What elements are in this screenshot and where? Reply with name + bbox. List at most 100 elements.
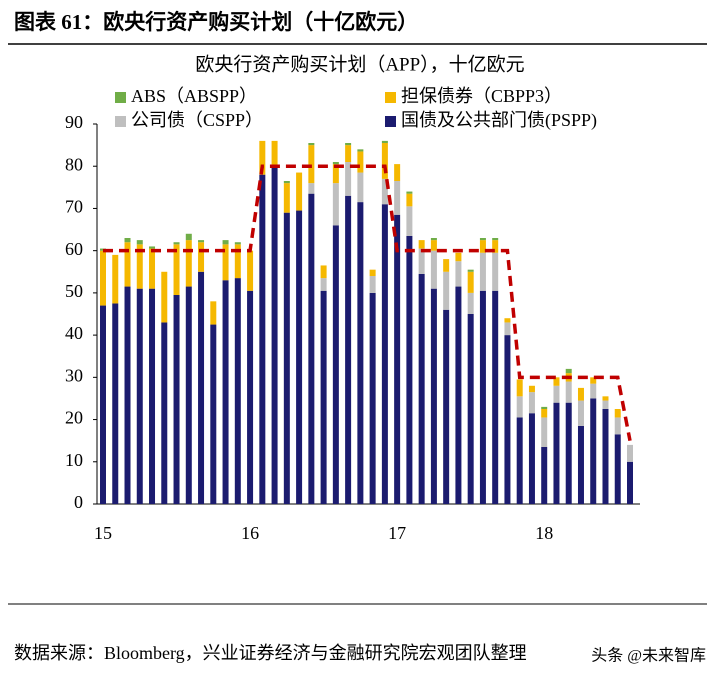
bar-segment	[345, 195, 352, 504]
bar-segment	[479, 252, 486, 291]
bar-segment	[185, 240, 192, 287]
legend-swatch	[385, 92, 396, 103]
bar-segment	[541, 447, 548, 504]
bar-segment	[198, 271, 205, 504]
bar-segment	[418, 240, 425, 249]
bar-segment	[345, 162, 352, 196]
bar-segment	[492, 240, 499, 253]
bar-segment	[528, 392, 535, 414]
bar-segment	[283, 183, 290, 213]
y-tick-label: 0	[74, 492, 83, 512]
bar-segment	[406, 193, 413, 207]
bar-segment	[406, 206, 413, 236]
bar-segment	[577, 400, 584, 426]
bar-segment	[479, 240, 486, 253]
x-tick-label: 15	[94, 523, 112, 543]
bar-segment	[590, 383, 597, 399]
bar-segment	[357, 151, 364, 173]
header: 图表 61：欧央行资产购买计划（十亿欧元）	[14, 10, 418, 34]
bar-segment	[259, 140, 266, 175]
bar-segment	[100, 305, 106, 504]
bar-segment	[541, 406, 548, 409]
bar-segment	[614, 434, 621, 504]
bar-segment	[443, 309, 450, 504]
bar-segment	[541, 409, 548, 418]
bar-segment	[345, 145, 352, 162]
bar-segment	[259, 174, 266, 504]
bar-segment	[320, 290, 327, 504]
bar-segment	[467, 314, 474, 504]
legend-swatch	[115, 92, 126, 103]
bar-segment	[296, 172, 303, 211]
bar-segment	[234, 278, 241, 504]
bar-segment	[283, 181, 290, 184]
bar-segment	[443, 271, 450, 310]
x-tick-label: 18	[535, 523, 553, 543]
bar-segment	[210, 324, 217, 504]
bar-segment	[124, 238, 131, 243]
bar-segment	[627, 461, 633, 504]
bar-segment	[320, 265, 327, 279]
x-tick-label: 17	[388, 523, 406, 543]
legend-swatch	[385, 116, 396, 127]
bar-segment	[406, 235, 413, 504]
bar-segment	[467, 271, 474, 293]
bar-segment	[136, 244, 143, 289]
bar-segment	[369, 276, 376, 293]
bar-segment	[332, 164, 339, 184]
bar-segment	[332, 162, 339, 165]
bar-segment	[161, 271, 168, 323]
bar-segment	[369, 292, 376, 504]
bar-segment	[381, 140, 388, 143]
bar-segment	[590, 377, 597, 384]
bar-segment	[553, 377, 560, 386]
bar-segment	[234, 242, 241, 245]
bar-segment	[173, 242, 180, 245]
bar-segment	[308, 183, 315, 194]
bar-segment	[271, 140, 278, 167]
bar-segment	[332, 225, 339, 505]
bar-segment	[332, 183, 339, 226]
bar-segment	[577, 387, 584, 401]
bar-segment	[504, 322, 511, 336]
bar-segment	[357, 172, 364, 203]
bar-segment	[406, 191, 413, 194]
bar-segment	[381, 178, 388, 205]
bar-segment	[602, 409, 609, 504]
y-tick-label: 30	[65, 365, 83, 385]
bar-segment	[296, 210, 303, 505]
bar-segment	[222, 240, 229, 245]
bar-segment	[455, 286, 462, 504]
y-tick-label: 90	[65, 112, 83, 132]
bar-segment	[492, 252, 499, 291]
bar-segment	[124, 242, 131, 287]
bar-segment	[369, 269, 376, 276]
bar-segment	[565, 402, 572, 504]
bar-segment	[357, 202, 364, 504]
bar-segment	[149, 246, 156, 249]
bar-segment	[161, 322, 168, 504]
bar-segment	[479, 238, 486, 241]
source: 数据来源：Bloomberg，兴业证券经济与金融研究院宏观团队整理	[14, 643, 527, 663]
bar-segment	[565, 381, 572, 403]
legend-label: 公司债（CSPP）	[131, 110, 263, 130]
bar-segment	[308, 143, 315, 146]
bar-segment	[418, 273, 425, 504]
x-tick-label: 16	[241, 523, 259, 543]
bar-segment	[136, 240, 143, 245]
bar-segment	[112, 303, 119, 504]
bar-segment	[124, 286, 131, 504]
bar-segment	[283, 212, 290, 504]
bar-segment	[185, 286, 192, 504]
bar-segment	[516, 417, 523, 504]
bar-segment	[541, 417, 548, 447]
bar-segment	[357, 149, 364, 152]
bar-segment	[430, 240, 437, 251]
legend-label: ABS（ABSPP）	[131, 86, 257, 106]
bar-segment	[247, 290, 254, 504]
bar-segment	[345, 143, 352, 146]
bar-segment	[455, 252, 462, 262]
bar-segment	[271, 166, 278, 504]
bar-segment	[198, 240, 205, 243]
bar-segment	[173, 244, 180, 295]
